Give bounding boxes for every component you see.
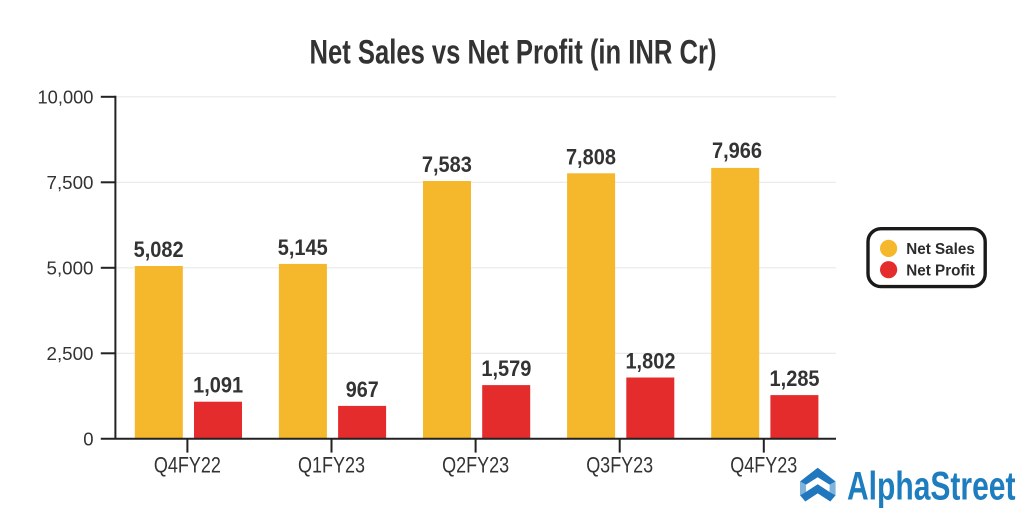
svg-text:2,500: 2,500 xyxy=(47,343,94,364)
svg-text:967: 967 xyxy=(346,377,379,402)
svg-text:7,583: 7,583 xyxy=(422,152,472,177)
svg-text:10,000: 10,000 xyxy=(38,87,94,108)
svg-text:Q2FY23: Q2FY23 xyxy=(442,453,509,478)
svg-text:Net Profit: Net Profit xyxy=(906,262,975,279)
svg-text:1,285: 1,285 xyxy=(770,366,820,391)
svg-text:7,966: 7,966 xyxy=(712,138,762,163)
svg-text:7,808: 7,808 xyxy=(566,144,616,169)
svg-text:Q1FY23: Q1FY23 xyxy=(298,453,365,478)
svg-text:Net Sales: Net Sales xyxy=(906,241,975,258)
svg-text:Q4FY23: Q4FY23 xyxy=(730,453,797,478)
svg-text:5,082: 5,082 xyxy=(134,237,184,262)
svg-text:1,579: 1,579 xyxy=(481,356,531,381)
svg-text:Q3FY23: Q3FY23 xyxy=(586,453,653,478)
svg-text:Q4FY22: Q4FY22 xyxy=(154,453,221,478)
svg-text:0: 0 xyxy=(83,428,93,449)
svg-text:AlphaStreet: AlphaStreet xyxy=(847,464,1016,508)
svg-text:5,000: 5,000 xyxy=(47,257,94,278)
svg-text:Net Sales vs Net Profit (in IN: Net Sales vs Net Profit (in INR Cr) xyxy=(310,34,717,72)
svg-text:5,145: 5,145 xyxy=(278,235,328,260)
svg-text:1,091: 1,091 xyxy=(193,373,243,398)
svg-text:1,802: 1,802 xyxy=(625,349,675,374)
svg-text:7,500: 7,500 xyxy=(47,172,94,193)
